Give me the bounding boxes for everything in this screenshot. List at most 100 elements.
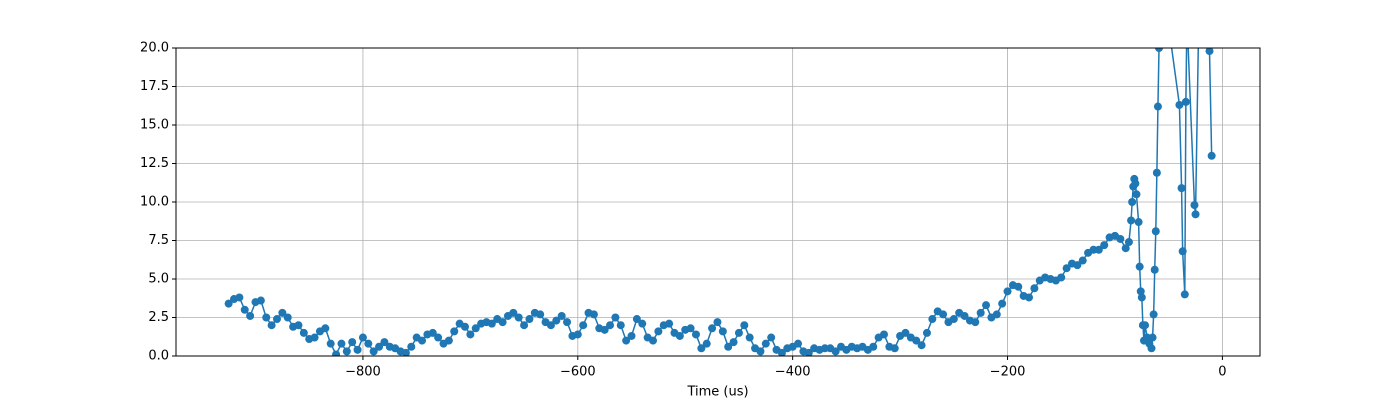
marker [777, 348, 786, 356]
marker [1207, 151, 1216, 160]
marker [1025, 293, 1034, 302]
marker [1150, 265, 1159, 274]
marker [444, 336, 453, 345]
marker [487, 319, 496, 328]
marker [563, 318, 572, 327]
marker [960, 311, 969, 320]
marker [804, 348, 813, 356]
marker [299, 328, 308, 337]
marker [697, 344, 706, 353]
y-tick-label: 15.0 [140, 118, 169, 133]
marker [246, 311, 255, 320]
y-tick-label: 5.0 [148, 272, 169, 287]
x-tick-label: −600 [560, 365, 596, 380]
marker [917, 341, 926, 350]
marker [1147, 344, 1156, 353]
marker [434, 333, 443, 342]
marker [713, 318, 722, 327]
marker [1136, 287, 1145, 296]
marker [321, 324, 330, 333]
y-tick-label: 20.0 [140, 41, 169, 56]
y-tick-label: 17.5 [140, 79, 169, 94]
axes-frame [175, 47, 1261, 357]
marker [729, 338, 738, 347]
marker [745, 333, 754, 342]
marker [579, 321, 588, 330]
marker [267, 321, 276, 330]
marker [1178, 247, 1187, 256]
marker [466, 330, 475, 339]
y-tick-label: 12.5 [140, 156, 169, 171]
marker [428, 328, 437, 337]
marker [1127, 216, 1136, 225]
marker [224, 299, 233, 308]
plot-area [224, 13, 1216, 356]
marker [1191, 210, 1200, 219]
marker [691, 330, 700, 339]
marker [686, 324, 695, 333]
marker [514, 313, 523, 322]
marker [294, 321, 303, 330]
marker [928, 315, 937, 324]
marker [992, 310, 1001, 319]
line [228, 48, 1213, 356]
marker [1057, 273, 1066, 282]
marker [600, 325, 609, 334]
marker [756, 347, 765, 356]
marker [675, 331, 684, 340]
marker [998, 299, 1007, 308]
marker [240, 305, 249, 314]
marker [498, 318, 507, 327]
marker [1152, 168, 1161, 177]
marker [632, 315, 641, 324]
marker [1135, 262, 1144, 271]
x-tick-label: 0 [1218, 365, 1226, 380]
marker [1100, 241, 1109, 250]
marker [525, 315, 534, 324]
marker [1121, 244, 1130, 253]
marker [939, 310, 948, 319]
marker [982, 301, 991, 310]
marker [1180, 290, 1189, 299]
marker [283, 313, 292, 322]
marker [353, 345, 362, 354]
x-tick-label: −400 [775, 365, 811, 380]
marker [724, 342, 733, 351]
marker [1073, 261, 1082, 270]
marker [794, 339, 803, 348]
marker [879, 330, 888, 339]
marker [627, 331, 636, 340]
marker [702, 339, 711, 348]
marker [1134, 218, 1143, 227]
marker [1141, 321, 1150, 330]
x-axis-label: Time (us) [686, 385, 748, 400]
marker [262, 313, 271, 322]
marker [740, 321, 749, 330]
marker [471, 324, 480, 333]
marker [1155, 48, 1164, 52]
marker [364, 339, 373, 348]
marker [342, 347, 351, 356]
marker [1183, 13, 1191, 21]
x-tick-label: −800 [345, 365, 381, 380]
marker [407, 342, 416, 351]
marker [922, 328, 931, 337]
marker [589, 310, 598, 319]
marker [1131, 179, 1140, 188]
marker [1149, 310, 1158, 319]
marker [976, 308, 985, 317]
marker [708, 324, 717, 333]
marker [332, 350, 341, 356]
marker [1094, 245, 1103, 254]
marker [1137, 293, 1146, 302]
marker [546, 321, 555, 330]
marker [1078, 256, 1087, 265]
marker [616, 321, 625, 330]
marker [1128, 198, 1137, 206]
marker [649, 336, 658, 345]
marker [767, 333, 776, 342]
marker [1132, 190, 1141, 199]
marker [1003, 287, 1012, 296]
marker [611, 313, 620, 322]
marker [718, 327, 727, 336]
